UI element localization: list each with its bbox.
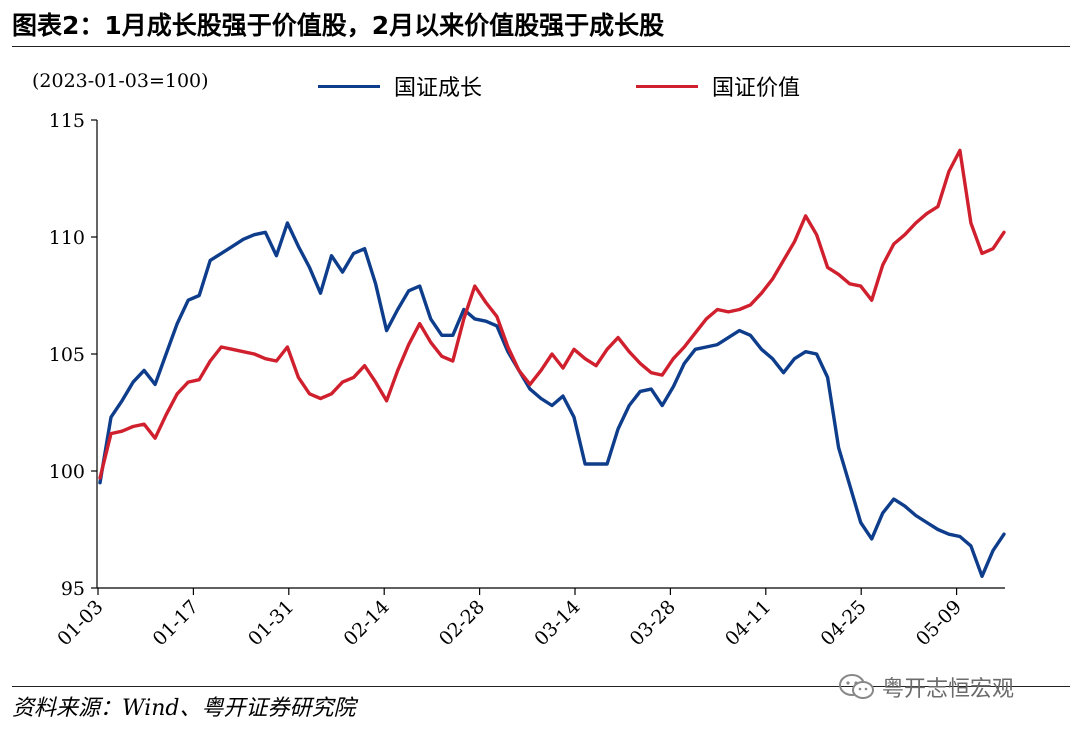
- legend-label-growth: 国证成长: [394, 76, 483, 101]
- x-tick-label: 02-14: [339, 596, 393, 650]
- x-tick-label: 04-25: [816, 596, 870, 650]
- y-tick-label: 105: [49, 344, 85, 366]
- source-note: 资料来源：Wind、粤开证券研究院: [12, 696, 356, 721]
- watermark: 粤开志恒宏观: [838, 671, 1014, 703]
- legend-item-value: 国证价值: [636, 70, 800, 102]
- x-tick-label: 03-14: [530, 596, 584, 650]
- legend-line-value: [636, 84, 698, 88]
- y-tick-label: 95: [61, 578, 85, 600]
- legend-label-value: 国证价值: [712, 76, 801, 101]
- x-tick-label: 03-28: [626, 596, 680, 650]
- x-tick-label: 01-17: [149, 596, 203, 650]
- x-tick-label: 02-28: [435, 596, 489, 650]
- chart-series: [98, 148, 1006, 578]
- y-tick-label: 100: [49, 461, 85, 483]
- x-tick-label: 05-09: [912, 596, 966, 650]
- y-tick-label: 115: [49, 110, 85, 132]
- series-line-value: [98, 148, 1006, 480]
- y-tick-label: 110: [49, 227, 85, 249]
- chart-title: 图表2：1月成长股强于价值股，2月以来价值股强于成长股: [12, 11, 665, 40]
- legend-item-growth: 国证成长: [318, 70, 482, 102]
- x-tick-label: 04-11: [721, 596, 775, 650]
- watermark-text: 粤开志恒宏观: [882, 677, 1015, 702]
- x-tick-label: 01-03: [53, 596, 107, 650]
- series-line-growth: [98, 221, 1006, 578]
- x-tick-label: 01-31: [244, 596, 298, 650]
- legend-line-growth: [318, 84, 380, 88]
- title-divider: [12, 46, 1070, 47]
- footer-divider: [12, 686, 1070, 687]
- wechat-icon: [839, 674, 874, 699]
- unit-note: (2023-01-03=100): [32, 70, 209, 92]
